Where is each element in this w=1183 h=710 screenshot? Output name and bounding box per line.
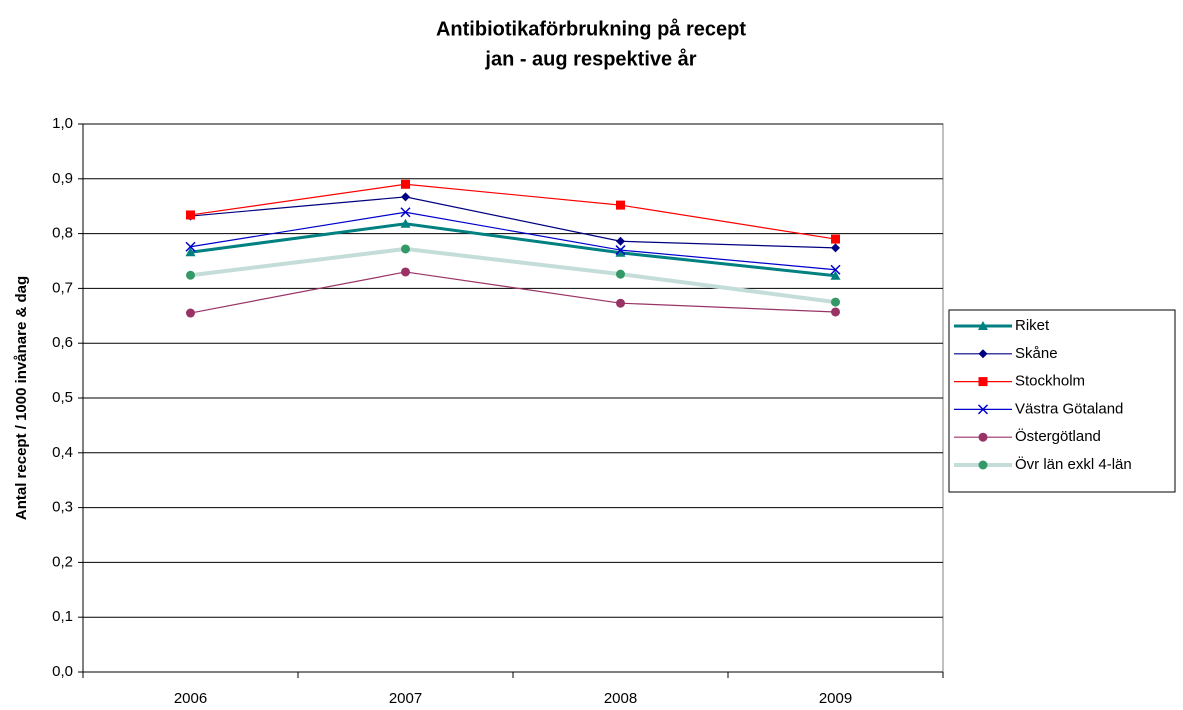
series-line [190,271,836,314]
marker [185,241,196,252]
series-line [190,222,836,278]
x-tick-label: 2007 [389,690,422,707]
marker [978,349,988,359]
series-line [190,183,836,240]
marker [401,267,410,277]
legend-label: Västra Götaland [1015,400,1123,417]
legend-label: Övr län exkl 4-län [1015,455,1132,473]
x-tick-label: 2006 [174,690,207,707]
marker [831,234,840,244]
y-tick-label: 0,2 [52,553,73,570]
series-line [190,246,836,305]
marker [401,179,410,189]
legend-label: Östergötland [1015,427,1101,445]
y-tick-label: 0,0 [52,663,73,680]
y-tick-label: 0,5 [52,389,73,406]
marker [401,192,410,202]
marker [400,218,411,228]
y-tick-label: 0,3 [52,499,73,516]
y-axis-label: Antal recept / 1000 invånare & dag [13,276,30,520]
marker [185,247,196,257]
marker [977,404,989,415]
marker [830,264,841,275]
chart-subtitle: jan - aug respektive år [484,47,696,70]
marker [616,298,625,308]
marker [400,207,411,218]
marker [831,297,840,307]
legend-label: Riket [1015,317,1050,334]
marker [616,269,625,279]
marker [830,270,841,280]
marker [616,200,625,210]
y-tick-label: 0,1 [52,608,73,625]
legend-label: Skåne [1015,345,1058,362]
marker [401,244,410,254]
series-line [190,211,836,271]
legend-box [948,309,1176,493]
marker [615,247,626,257]
marker [831,243,840,253]
marker [616,236,625,246]
marker [186,210,195,220]
y-tick-label: 0,8 [52,225,73,242]
marker [978,460,988,470]
y-tick-label: 1,0 [52,115,73,132]
marker [978,377,988,387]
x-tick-label: 2009 [819,690,852,707]
x-tick-label: 2008 [604,690,637,707]
marker [615,245,626,256]
y-tick-label: 0,6 [52,334,73,351]
legend-label: Stockholm [1015,373,1085,390]
marker [831,307,840,317]
marker [186,308,195,318]
marker [978,321,988,330]
chart-title: Antibiotikaförbrukning på recept [436,17,746,40]
y-tick-label: 0,4 [52,444,73,461]
series-line [190,196,836,249]
marker [978,432,988,442]
y-tick-label: 0,7 [52,279,73,296]
y-tick-label: 0,9 [52,170,73,187]
marker [186,270,195,280]
